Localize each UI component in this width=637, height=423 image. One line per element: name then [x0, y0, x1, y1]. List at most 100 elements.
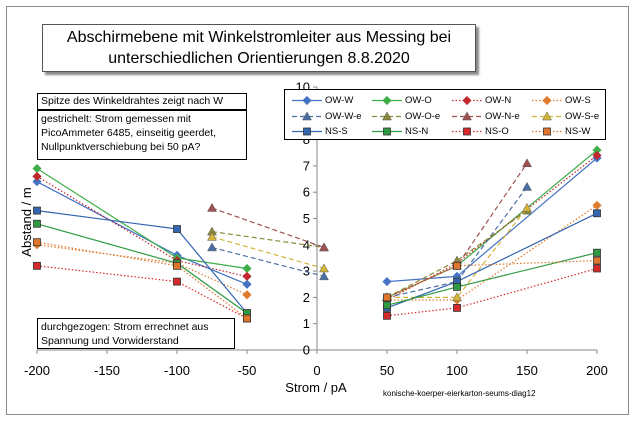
legend-swatch: [532, 127, 562, 136]
x-axis-label: Strom / pA: [285, 380, 347, 395]
data-point: [592, 200, 602, 210]
chart-frame: [6, 6, 629, 415]
data-point: [33, 219, 41, 228]
data-point: [319, 242, 329, 252]
x-tick-label: -150: [94, 363, 120, 378]
y-tick-label: 0: [303, 343, 310, 358]
legend-label: NS-N: [405, 126, 429, 137]
data-point: [243, 314, 251, 323]
legend-item: NS-S: [291, 124, 373, 139]
data-point: [242, 290, 252, 300]
series-ow-n-e: [207, 158, 532, 302]
data-point: [453, 282, 461, 291]
source-label: konische-koerper-eierkarton-seums-diag12: [383, 389, 536, 398]
legend-label: OW-W: [325, 95, 354, 106]
x-tick-label: 150: [516, 363, 538, 378]
legend-swatch: [532, 110, 562, 120]
data-point: [173, 277, 181, 286]
series-ow-w-e: [207, 181, 532, 302]
legend-item: OW-N: [451, 93, 533, 108]
data-point: [453, 304, 461, 312]
data-point: [173, 261, 181, 270]
x-tick-label: 200: [586, 363, 608, 378]
data-point: [593, 248, 601, 257]
legend-label: OW-N-e: [485, 110, 520, 122]
legend-marker: [303, 127, 311, 136]
data-point: [32, 163, 42, 174]
series-line: [386, 149, 598, 298]
legend-item: OW-S: [531, 93, 613, 108]
legend-swatch: [292, 110, 322, 120]
legend-label: NS-W: [565, 126, 591, 137]
data-point: [522, 202, 532, 212]
legend-item: OW-W: [291, 93, 373, 108]
x-tick-label: 50: [380, 363, 394, 378]
series-line: [36, 175, 248, 277]
series-layer: [32, 145, 602, 323]
legend-marker: [542, 110, 552, 120]
legend-item: NS-O: [451, 124, 533, 139]
data-point: [33, 261, 41, 270]
annotation-dashed: gestrichelt: Strom gemessen mit PicoAmme…: [37, 110, 247, 160]
x-tick-label: -100: [164, 363, 190, 378]
legend-item: NS-W: [531, 124, 613, 139]
legend-marker: [383, 127, 391, 136]
legend-marker: [542, 95, 552, 106]
x-tick-label: -50: [238, 363, 257, 378]
legend-marker: [543, 127, 551, 136]
y-tick-label: 5: [303, 211, 310, 226]
data-point: [32, 171, 42, 181]
series-line: [36, 241, 248, 319]
series-line: [386, 210, 528, 298]
y-tick-label: 6: [303, 185, 310, 200]
y-tick-label: 7: [303, 158, 310, 173]
series-line: [387, 204, 598, 301]
legend-swatch: [292, 95, 322, 106]
data-point: [522, 158, 532, 168]
x-tick-label: 100: [446, 363, 468, 378]
data-point: [592, 150, 602, 160]
data-point: [173, 225, 181, 233]
legend-item: NS-N: [371, 124, 453, 139]
series-line: [386, 260, 598, 298]
series-line: [36, 265, 248, 319]
legend-item: OW-O-e: [371, 109, 453, 124]
legend-marker: [302, 95, 312, 106]
legend-item: OW-N-e: [451, 109, 533, 124]
legend-swatch: [452, 110, 482, 120]
series-ns-w: [33, 238, 601, 323]
data-point: [319, 263, 329, 273]
legend-label: OW-O: [405, 95, 432, 106]
data-point: [33, 238, 41, 247]
data-point: [383, 311, 391, 320]
annotation-solid: durchgezogen: Strom errechnet aus Spannu…: [37, 318, 235, 349]
data-point: [593, 264, 601, 273]
data-point: [242, 279, 252, 289]
legend-item: OW-W-e: [291, 109, 373, 124]
chart-title-line-2: unterschiedlichen Orientierungen 8.8.202…: [108, 50, 410, 67]
legend-label: OW-S-e: [565, 110, 600, 122]
legend-swatch: [372, 95, 402, 106]
data-point: [207, 231, 217, 241]
data-point: [242, 271, 252, 281]
legend-item: OW-O: [371, 93, 453, 108]
data-point: [452, 292, 462, 302]
legend-swatch: [532, 95, 562, 106]
data-point: [207, 242, 217, 252]
data-point: [453, 261, 461, 270]
data-point: [242, 263, 252, 274]
x-tick-label: -200: [24, 363, 50, 378]
series-line: [211, 231, 325, 248]
y-tick-label: 2: [303, 290, 310, 305]
legend: OW-W OW-O OW-N OW-S OW-W-e OW-O-e OW-N-e OW-S-e…: [284, 89, 606, 140]
legend-label: OW-S: [565, 95, 591, 106]
legend-item: OW-S-e: [531, 109, 613, 124]
legend-marker: [382, 110, 392, 120]
y-tick-label: 1: [303, 316, 310, 331]
axis-labels: Abstand / m Strom / pA konische-koerper-…: [19, 187, 536, 398]
legend-label: NS-S: [325, 126, 348, 137]
y-tick-label: 3: [303, 264, 310, 279]
annotation-tip: Spitze des Winkeldrahtes zeigt nach W: [37, 93, 247, 110]
series-line: [211, 246, 325, 277]
x-tick-label: 0: [313, 363, 320, 378]
